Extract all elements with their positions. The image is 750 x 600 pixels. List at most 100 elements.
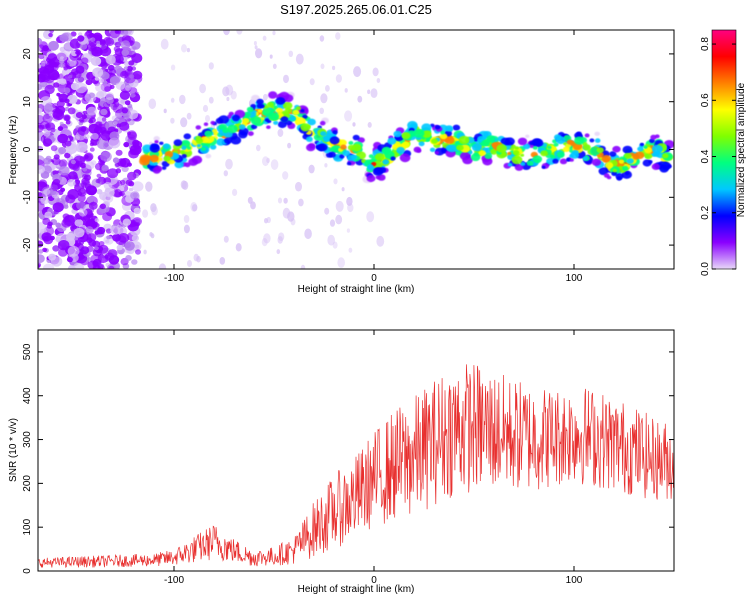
heatmap-cell — [66, 102, 71, 107]
heatmap-cell — [413, 129, 425, 138]
heatmap-cell — [56, 92, 61, 97]
heatmap-cell — [335, 200, 344, 212]
heatmap-cell — [208, 96, 214, 104]
heatmap-cell — [589, 138, 595, 143]
heatmap-cell — [65, 194, 76, 204]
heatmap-cell — [277, 197, 283, 204]
heatmap-cell — [456, 144, 464, 151]
heatmap-cell — [223, 30, 230, 36]
heatmap-cell — [342, 150, 351, 157]
heatmap-cell — [228, 111, 234, 117]
heatmap-cell — [153, 161, 158, 166]
heatmap-cell — [72, 225, 78, 230]
heatmap-cell — [609, 151, 617, 157]
heatmap-cell — [429, 147, 436, 152]
heatmap-cell — [40, 62, 46, 67]
heatmap-cell — [574, 136, 585, 145]
heatmap-cell — [594, 131, 600, 136]
heatmap-cell — [128, 60, 135, 66]
heatmap-cell — [151, 206, 158, 216]
heatmap-cell — [131, 53, 143, 64]
heatmap-cell — [532, 155, 543, 164]
heatmap-cell — [255, 48, 263, 59]
heatmap-cell — [95, 178, 101, 184]
heatmap-cell — [277, 236, 283, 244]
heatmap-cell — [38, 37, 43, 46]
heatmap-cell — [250, 201, 256, 210]
heatmap-cell — [330, 146, 338, 153]
heatmap-cell — [75, 112, 83, 119]
heatmap-cell — [106, 235, 111, 240]
heatmap-cell — [292, 109, 300, 116]
heatmap-cell — [547, 145, 552, 150]
heatmap-cell — [76, 201, 86, 210]
heatmap-cell — [222, 127, 230, 134]
heatmap-cell — [81, 177, 90, 186]
heatmap-cell — [195, 125, 202, 130]
heatmap-cell — [246, 106, 254, 113]
heatmap-cell — [186, 146, 192, 150]
heatmap-cell — [179, 94, 186, 105]
heatmap-cell — [322, 136, 330, 143]
colorbar-label: Normalized spectral amplitude — [736, 82, 747, 217]
heatmap-cell — [82, 173, 88, 180]
heatmap-cell — [158, 263, 167, 269]
heatmap-cell — [52, 102, 59, 109]
chart-title: S197.2025.265.06.01.C25 — [280, 2, 432, 17]
heatmap-cell — [295, 53, 304, 65]
heatmap-cell — [471, 143, 482, 152]
heatmap-cell — [401, 132, 411, 140]
heatmap-cell — [339, 154, 345, 159]
heatmap-cell — [615, 173, 624, 180]
heatmap-cell — [127, 171, 137, 181]
heatmap-cell — [67, 179, 76, 187]
heatmap-cell — [452, 124, 461, 131]
heatmap-cell — [582, 156, 588, 161]
heatmap-cell — [180, 117, 188, 128]
heatmap-cell — [109, 84, 115, 90]
heatmap-cell — [285, 114, 291, 118]
heatmap-cell — [153, 136, 160, 142]
heatmap-cell — [374, 153, 385, 161]
heatmap-cell — [64, 152, 71, 159]
heatmap-cell — [99, 203, 106, 210]
heatmap-cell — [43, 188, 51, 196]
heatmap-cell — [154, 165, 163, 172]
heatmap-cell — [478, 150, 486, 157]
heatmap-cell — [159, 141, 164, 145]
heatmap-cell — [108, 137, 121, 149]
heatmap-cell — [277, 128, 284, 137]
heatmap-cell — [79, 156, 86, 162]
heatmap-cell — [235, 243, 242, 252]
heatmap-cell — [53, 82, 60, 88]
heatmap-cell — [598, 167, 609, 176]
heatmap-cell — [38, 254, 45, 263]
heatmap-cell — [624, 152, 632, 159]
heatmap-cell — [80, 246, 90, 255]
heatmap-cell — [38, 124, 45, 130]
spectrogram-y-label: Frequency (Hz) — [8, 116, 19, 185]
heatmap-cell — [85, 79, 93, 86]
spectrogram-heatmap — [38, 30, 674, 269]
heatmap-cell — [257, 109, 263, 113]
heatmap-cell — [38, 240, 44, 248]
heatmap-cell — [119, 121, 130, 131]
heatmap-cell — [418, 141, 425, 147]
heatmap-cell — [370, 88, 378, 98]
heatmap-cell — [187, 260, 192, 267]
heatmap-cell — [142, 209, 149, 218]
heatmap-cell — [277, 120, 287, 129]
heatmap-cell — [559, 158, 568, 165]
heatmap-cell — [205, 153, 212, 159]
heatmap-cell — [45, 155, 52, 161]
heatmap-cell — [226, 96, 230, 102]
heatmap-cell — [440, 130, 445, 135]
heatmap-cell — [320, 93, 328, 104]
heatmap-cell — [346, 161, 352, 166]
heatmap-cell — [317, 143, 328, 152]
heatmap-cell — [38, 53, 45, 60]
heatmap-cell — [81, 57, 89, 64]
heatmap-cell — [325, 85, 330, 92]
heatmap-cell — [266, 102, 274, 108]
heatmap-cell — [553, 142, 559, 147]
